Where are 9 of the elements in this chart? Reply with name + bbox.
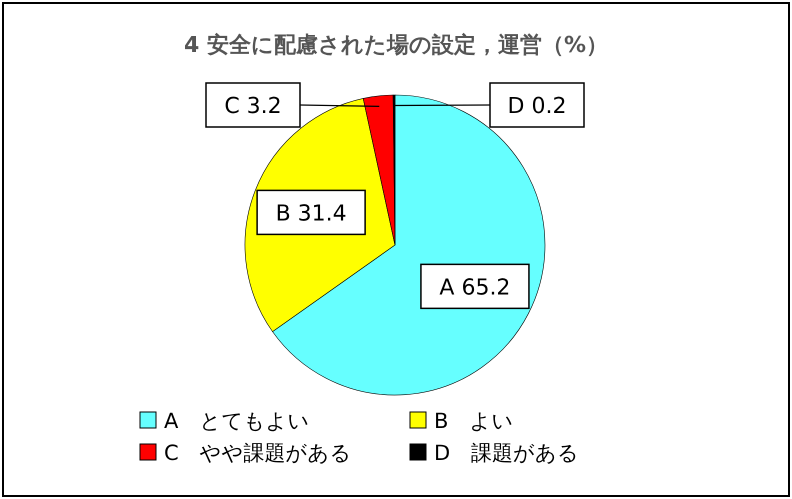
legend-label: A とてもよい (164, 409, 310, 433)
legend-label: C やや課題がある (164, 441, 352, 465)
legend-label: D 課題がある (434, 441, 580, 465)
data-label: B 31.4 (276, 201, 347, 226)
chart-title: 4 安全に配慮された場の設定，運営（%） (184, 32, 608, 58)
legend-label: B よい (434, 409, 514, 433)
data-label: D 0.2 (508, 94, 566, 119)
data-label: C 3.2 (224, 94, 282, 119)
data-label: A 65.2 (439, 275, 510, 300)
